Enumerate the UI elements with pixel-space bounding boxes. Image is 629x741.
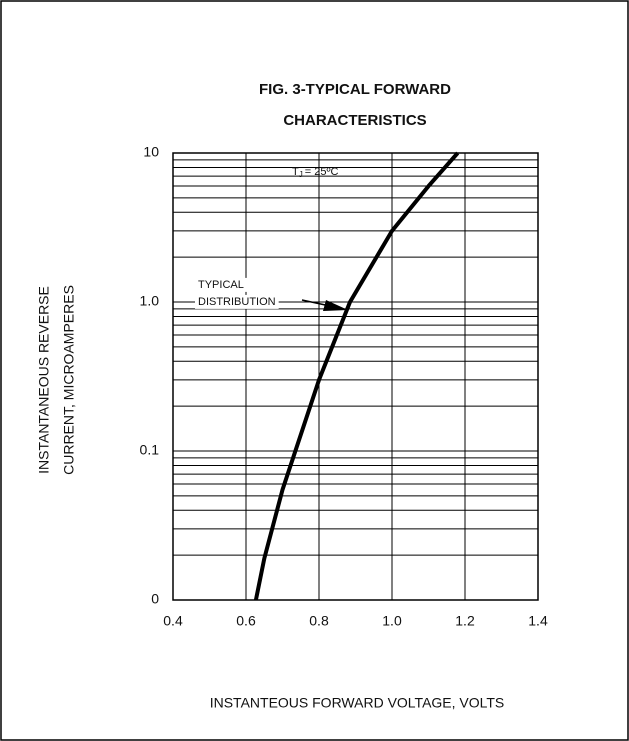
y-tick-label: 0.1 <box>140 442 160 458</box>
annotation: TYPICAL <box>198 279 244 291</box>
label-bg <box>195 277 247 292</box>
arrow-head <box>323 300 348 311</box>
y-axis-label: INSTANTANEOUS REVERSE <box>36 286 52 474</box>
x-tick-label: 1.2 <box>455 613 475 629</box>
y-tick-label: 10 <box>143 144 159 160</box>
annotation: DISTRIBUTION <box>198 296 276 308</box>
temperature-rest: = 25ºC <box>305 166 339 178</box>
temperature-base: T <box>292 166 299 178</box>
x-tick-label: 1.0 <box>382 613 402 629</box>
x-tick-label: 0.4 <box>163 613 183 629</box>
x-axis-label: INSTANTEOUS FORWARD VOLTAGE, VOLTS <box>210 695 505 711</box>
plot-border <box>172 152 539 601</box>
x-tick-label: 1.4 <box>528 613 548 629</box>
y-tick-label: 1.0 <box>140 293 160 309</box>
temperature-sub: J <box>299 170 303 179</box>
x-tick-label: 0.6 <box>236 613 256 629</box>
y-axis-label: CURRENT, MICROAMPERES <box>61 285 77 475</box>
x-tick-label: 0.8 <box>309 613 329 629</box>
data-line <box>253 151 460 601</box>
chart-title: CHARACTERISTICS <box>283 112 426 129</box>
temperature-label: TJ = 25ºC <box>292 166 338 179</box>
chart-title: FIG. 3-TYPICAL FORWARD <box>259 81 451 98</box>
label-bg <box>195 294 279 309</box>
y-tick-label: 0 <box>151 591 159 607</box>
